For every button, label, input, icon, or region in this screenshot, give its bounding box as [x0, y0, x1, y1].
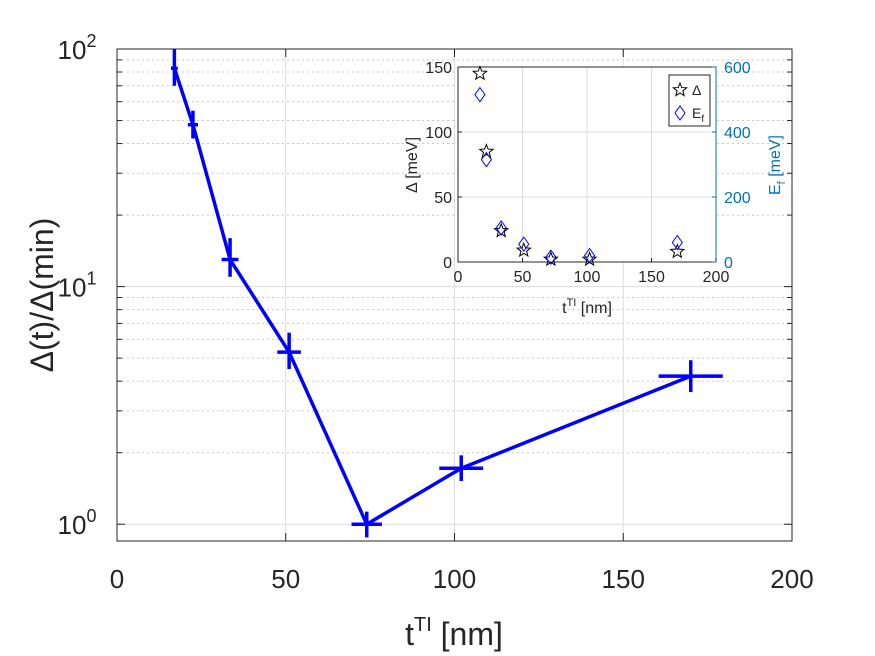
inset-x-axis-label: tTI [nm] [562, 297, 612, 317]
inset-y-right-tick-label: 600 [724, 60, 751, 77]
inset-y-right-tick-label: 200 [724, 190, 751, 207]
inset-delta-star-marker [471, 65, 488, 81]
inset-x-tick-label: 200 [703, 269, 730, 286]
main-x-tick-label: 100 [433, 564, 476, 594]
inset-x-tick-label: 150 [638, 269, 665, 286]
inset-ef-diamond-marker [518, 236, 530, 252]
inset-ef-diamond-marker [474, 86, 486, 103]
inset-y-right-tick-label: 0 [724, 255, 733, 272]
main-series [171, 49, 723, 538]
main-tick-labels: 100 101 102 0 50 100 150 200 [58, 31, 814, 594]
main-x-tick-label: 200 [770, 564, 813, 594]
main-y-tick-label: 102 [58, 31, 97, 65]
inset-ef-diamond-marker [495, 220, 507, 236]
main-x-tick-label: 150 [602, 564, 645, 594]
main-y-tick-label: 101 [58, 269, 97, 303]
inset-y-left-tick-label: 100 [425, 125, 452, 142]
main-ticks [116, 48, 793, 541]
inset-y-left-tick-label: 50 [434, 190, 452, 207]
main-y-axis-label: Δ(t)/Δ(min) [24, 218, 60, 373]
inset-left-y-axis-label: Δ [meV] [404, 137, 421, 193]
inset-legend-box [668, 74, 711, 127]
main-axes: 100 101 102 0 50 100 150 200 tTI [nm] Δ(t)/Δ(mi… [24, 31, 814, 652]
inset-ef-diamond-marker [480, 151, 492, 168]
main-x-tick-label: 0 [110, 564, 124, 594]
main-x-axis-label: tTI [nm] [405, 614, 503, 652]
inset-x-tick-label: 100 [574, 269, 601, 286]
inset-ef-diamond-marker [671, 234, 683, 251]
inset-ef-diamond-marker [545, 249, 557, 265]
inset-y-left-tick-label: 0 [443, 255, 452, 272]
legend-delta-label: Δ [692, 82, 701, 98]
inset-x-tick-label: 50 [514, 269, 532, 286]
inset-delta-star-marker [515, 241, 532, 258]
inset-delta-star-marker [669, 243, 686, 259]
inset-y-left-tick-label: 150 [425, 60, 452, 77]
inset-right-y-axis-label: Ef [meV] [767, 135, 788, 195]
inset-ef-diamond-marker [583, 247, 596, 264]
legend-delta-star-marker [672, 81, 688, 97]
inset-delta-star-marker [478, 143, 495, 159]
legend-ef-diamond-marker [674, 105, 686, 121]
inset-y-right-tick-label: 400 [724, 125, 751, 142]
legend-star-shape [672, 81, 688, 97]
inset-legend: Δ Ef [668, 74, 711, 127]
inset-x-tick-label: 0 [454, 269, 463, 286]
main-x-tick-label: 50 [271, 564, 300, 594]
inset-series [471, 65, 686, 267]
main-y-tick-label: 100 [58, 506, 97, 540]
legend-ef-label: Ef [692, 105, 704, 125]
legend-diamond-shape [674, 105, 686, 121]
